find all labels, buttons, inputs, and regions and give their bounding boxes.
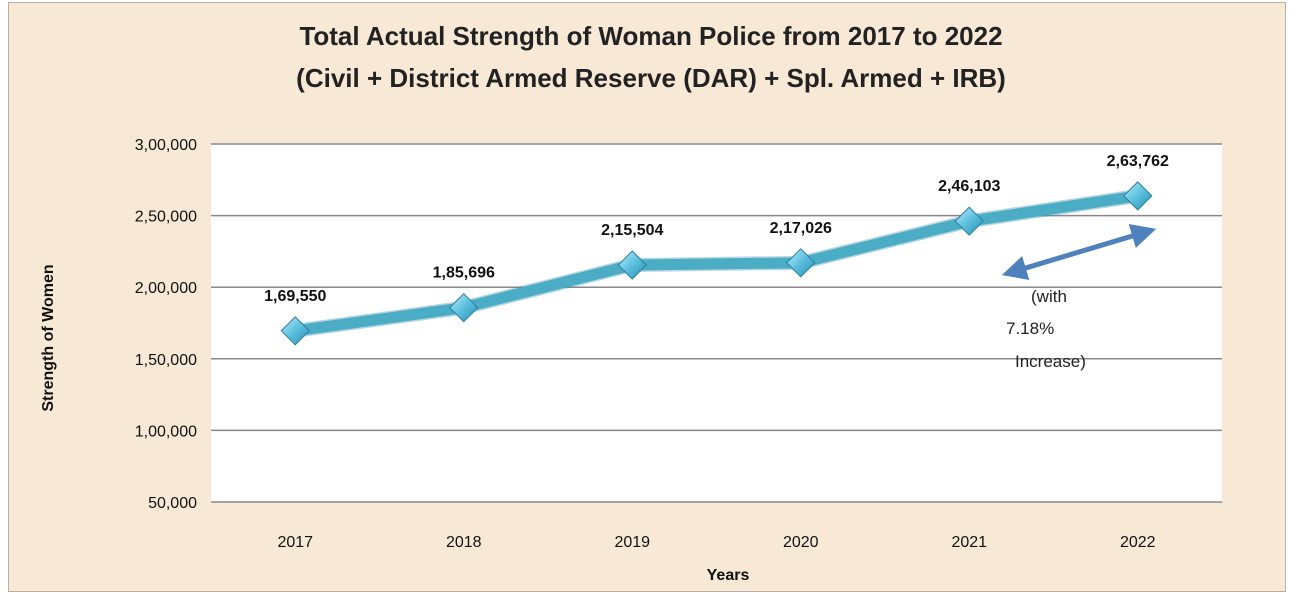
x-axis-title: Years <box>707 567 750 584</box>
annotation-line-3: Increase) <box>1015 352 1086 371</box>
y-axis-title: Strength of Women <box>40 264 57 411</box>
y-tick-label: 1,00,000 <box>135 423 197 440</box>
data-label: 1,69,550 <box>264 288 326 305</box>
x-tick-label: 2021 <box>951 534 987 551</box>
y-tick-label: 1,50,000 <box>135 352 197 369</box>
chart-container: Total Actual Strength of Woman Police fr… <box>8 2 1286 592</box>
data-label: 1,85,696 <box>433 265 495 282</box>
y-tick-label: 2,00,000 <box>135 280 197 297</box>
data-label: 2,63,762 <box>1107 153 1169 170</box>
y-tick-label: 50,000 <box>148 495 197 512</box>
chart-subtitle: (Civil + District Armed Reserve (DAR) + … <box>296 63 1006 93</box>
data-label: 2,46,103 <box>938 178 1000 195</box>
data-label: 2,17,026 <box>770 220 832 237</box>
y-axis-ticks: 50,000 1,00,000 1,50,000 2,00,000 2,50,000 3,… <box>135 137 197 512</box>
data-marker <box>954 206 984 236</box>
increase-arrow <box>1001 224 1157 280</box>
series-women-strength <box>288 188 1145 338</box>
gridlines <box>211 143 1222 503</box>
x-axis-ticks: 2017 2018 2019 2020 2021 2022 <box>277 534 1155 551</box>
x-tick-label: 2022 <box>1120 534 1156 551</box>
y-tick-label: 2,50,000 <box>135 209 197 226</box>
x-tick-label: 2017 <box>277 534 313 551</box>
x-tick-label: 2020 <box>783 534 819 551</box>
increase-annotation: (with 7.18% Increase) <box>1006 287 1086 371</box>
line-chart: Total Actual Strength of Woman Police fr… <box>40 21 1222 584</box>
data-marker <box>280 316 310 346</box>
data-labels: 1,69,550 1,85,696 2,15,504 2,17,026 2,46,103… <box>264 153 1169 305</box>
data-markers <box>280 181 1153 346</box>
data-marker <box>617 250 647 280</box>
data-marker <box>449 292 479 323</box>
x-tick-label: 2018 <box>446 534 482 551</box>
data-marker <box>786 248 816 278</box>
annotation-line-1: (with <box>1031 287 1067 306</box>
chart-title: Total Actual Strength of Woman Police fr… <box>299 21 1002 51</box>
annotation-line-2: 7.18% <box>1006 319 1054 338</box>
series-line <box>289 190 1144 337</box>
x-tick-label: 2019 <box>614 534 650 551</box>
data-marker <box>1123 181 1153 211</box>
data-label: 2,15,504 <box>601 222 663 239</box>
y-tick-label: 3,00,000 <box>135 137 197 154</box>
